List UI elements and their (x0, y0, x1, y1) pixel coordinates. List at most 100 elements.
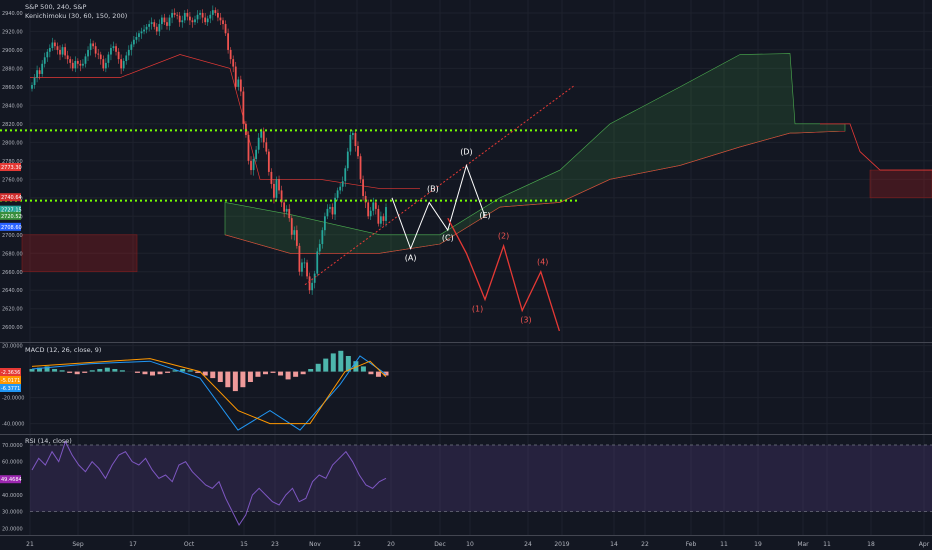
price-badge-label: 2708.60 (1, 225, 22, 231)
price-badge (0, 211, 21, 220)
axes: 21 Sep 17 Oct 15 23 Nov 12 20 Dec 10 24 2019 14 22 Feb 1… (0, 11, 930, 548)
price-tick-label: 2880.00 (2, 66, 23, 72)
candle-body (171, 12, 173, 18)
candle-body (199, 12, 201, 15)
price-tick-label: 2860.00 (2, 85, 23, 91)
candle-body (290, 218, 293, 235)
candle-body (362, 179, 364, 196)
candle-body (270, 171, 273, 184)
price-badge-label: 2727.15 (1, 208, 22, 214)
price-tick-label: 2640.00 (2, 288, 23, 294)
lagging-line (820, 123, 932, 171)
macd-histogram-bar (29, 369, 35, 372)
macd-histogram-bar (308, 369, 314, 372)
candle-body (43, 57, 46, 64)
candle-body (374, 202, 377, 209)
candle-body (377, 208, 380, 224)
candle-body (158, 24, 161, 32)
candle-body (349, 134, 352, 152)
macd-histogram-bar (240, 371, 246, 388)
chart-title: S&P 500, 240, S&P (25, 3, 87, 11)
macd-histogram-bar (37, 367, 43, 372)
candle-body (48, 48, 51, 52)
rsi-tick-label: 30.0000 (2, 510, 23, 516)
candle-body (211, 10, 214, 15)
price-badge (0, 205, 21, 214)
candle-body (127, 49, 130, 56)
macd-histogram-bar (247, 371, 253, 382)
candle-body (354, 133, 357, 147)
macd-histogram-bar (210, 371, 216, 379)
price-tick-label: 2660.00 (2, 270, 23, 276)
candle-body (138, 33, 140, 37)
candle-body (265, 142, 268, 152)
macd-histogram-bar (330, 353, 336, 372)
candle-body (326, 208, 329, 217)
time-tick-label: 18 (867, 541, 875, 548)
price-tick-label: 2820.00 (2, 122, 23, 128)
candle-body (283, 202, 286, 212)
macd-histogram-bar (119, 370, 125, 372)
candle-body (178, 15, 181, 23)
wave-label: (1) (472, 304, 483, 313)
candle-body (56, 46, 59, 50)
rsi-tick-label: 70.0000 (2, 443, 23, 449)
candle-body (99, 54, 102, 60)
kijun-line (30, 54, 420, 189)
macd-histogram-bar (285, 371, 291, 380)
price-badge-label: 2740.64 (1, 195, 22, 201)
candle-body (295, 230, 298, 246)
price-badge (0, 222, 21, 231)
macd-histogram-bar (195, 371, 201, 373)
macd-signal-line (31, 358, 387, 425)
candle-body (148, 24, 151, 27)
macd-histogram-bar (270, 371, 276, 373)
macd-histogram-bar (262, 371, 268, 375)
candle-body (188, 16, 191, 21)
price-badge (0, 163, 21, 172)
price-tick-label: 2620.00 (2, 307, 23, 313)
candle-body (224, 24, 227, 34)
candle-body (59, 49, 61, 55)
time-tick-label: Feb (686, 541, 697, 548)
rsi-tick-label: 20.0000 (2, 526, 23, 532)
candle-body (288, 208, 291, 219)
price-tick-label: 2600.00 (2, 325, 23, 331)
macd-histogram-bar (383, 371, 389, 376)
wave-label: (C) (442, 233, 454, 242)
time-tick-label: Mar (797, 541, 809, 548)
macd-histogram-bar (202, 371, 208, 376)
price-tick-label: 2940.00 (2, 11, 23, 17)
candle-body (316, 251, 319, 274)
macd-histogram-bar (323, 358, 329, 372)
candle-body (186, 12, 189, 17)
candle-body (323, 216, 326, 231)
time-tick-label: 15 (240, 541, 248, 548)
candle-body (227, 33, 230, 50)
candle-body (267, 151, 270, 172)
candle-body (181, 20, 184, 23)
cloud-lower-edge (224, 130, 845, 254)
candle-body (112, 46, 115, 49)
candle-body (92, 43, 95, 47)
candle-body (97, 53, 100, 55)
candle-body (209, 14, 212, 19)
time-tick-label: Dec (434, 541, 446, 548)
price-tick-label: 2780.00 (2, 159, 23, 165)
candle-body (69, 59, 72, 63)
price-badge-label: 2720.52 (1, 214, 22, 220)
candle-body (311, 282, 314, 291)
macd-histogram-bar (300, 371, 306, 375)
candle-body (196, 14, 199, 20)
macd-histogram-bar (225, 371, 231, 388)
price-tick-label: 2760.00 (2, 177, 23, 183)
macd-histogram-bar (278, 371, 284, 376)
price-badge (0, 193, 21, 202)
candle-body (102, 59, 105, 69)
candle-body (367, 202, 370, 217)
price-tick-label: 2800.00 (2, 140, 23, 146)
candle-body (115, 46, 117, 52)
grid (0, 0, 932, 536)
candle-body (191, 20, 194, 23)
